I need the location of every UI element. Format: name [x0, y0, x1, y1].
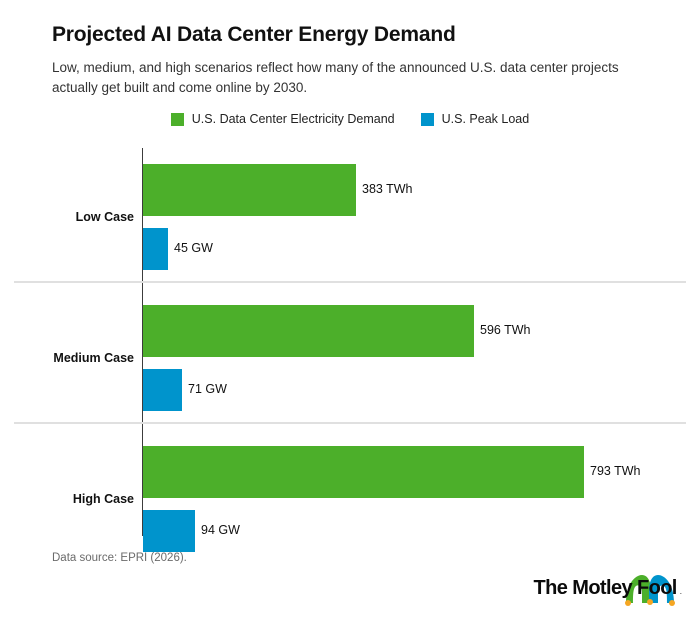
chart-legend: U.S. Data Center Electricity Demand U.S.… — [0, 112, 700, 126]
bar-low-case-demand[interactable] — [143, 164, 356, 216]
motley-fool-logo[interactable]: The Motley Fool . — [534, 578, 682, 598]
logo-wordmark: The Motley Fool — [533, 577, 678, 599]
y-axis-line — [142, 148, 143, 536]
legend-label-peak-load: U.S. Peak Load — [441, 112, 530, 126]
group-separator-1 — [14, 281, 686, 283]
chart-header: Projected AI Data Center Energy Demand L… — [52, 22, 652, 97]
bar-value-medium-case-demand: 596 TWh — [480, 323, 531, 337]
plot-area: Low Case 383 TWh 45 GW Medium Case 596 T… — [0, 148, 700, 552]
logo-trademark: . — [679, 587, 682, 596]
bar-medium-case-demand[interactable] — [143, 305, 474, 357]
bar-group-medium-case: Medium Case 596 TWh 71 GW — [0, 289, 700, 422]
category-label-low-case: Low Case — [75, 210, 134, 224]
legend-swatch-green — [170, 112, 184, 126]
chart-subtitle: Low, medium, and high scenarios reflect … — [52, 60, 619, 95]
bar-high-case-demand[interactable] — [143, 446, 584, 498]
category-label-medium-case: Medium Case — [53, 351, 134, 365]
bar-value-medium-case-peak-load: 71 GW — [188, 382, 227, 396]
bar-low-case-peak-load[interactable] — [143, 228, 168, 270]
motley-fool-jester-cap-icon — [622, 572, 678, 611]
bar-value-low-case-peak-load: 45 GW — [174, 241, 213, 255]
legend-item-peak-load[interactable]: U.S. Peak Load — [420, 112, 530, 126]
group-separator-2 — [14, 422, 686, 424]
bar-high-case-peak-load[interactable] — [143, 510, 195, 552]
category-label-high-case: High Case — [72, 492, 134, 506]
bar-value-high-case-demand: 793 TWh — [590, 464, 641, 478]
bar-group-low-case: Low Case 383 TWh 45 GW — [0, 148, 700, 281]
bar-value-high-case-peak-load: 94 GW — [201, 523, 240, 537]
legend-item-demand[interactable]: U.S. Data Center Electricity Demand — [170, 112, 395, 126]
page-title: Projected AI Data Center Energy Demand — [52, 23, 456, 46]
legend-label-demand: U.S. Data Center Electricity Demand — [191, 112, 395, 126]
bar-medium-case-peak-load[interactable] — [143, 369, 182, 411]
bar-group-high-case: High Case 793 TWh 94 GW — [0, 430, 700, 563]
legend-swatch-blue — [420, 112, 434, 126]
data-source-note: Data source: EPRI (2026). — [52, 552, 187, 564]
bar-value-low-case-demand: 383 TWh — [362, 182, 413, 196]
